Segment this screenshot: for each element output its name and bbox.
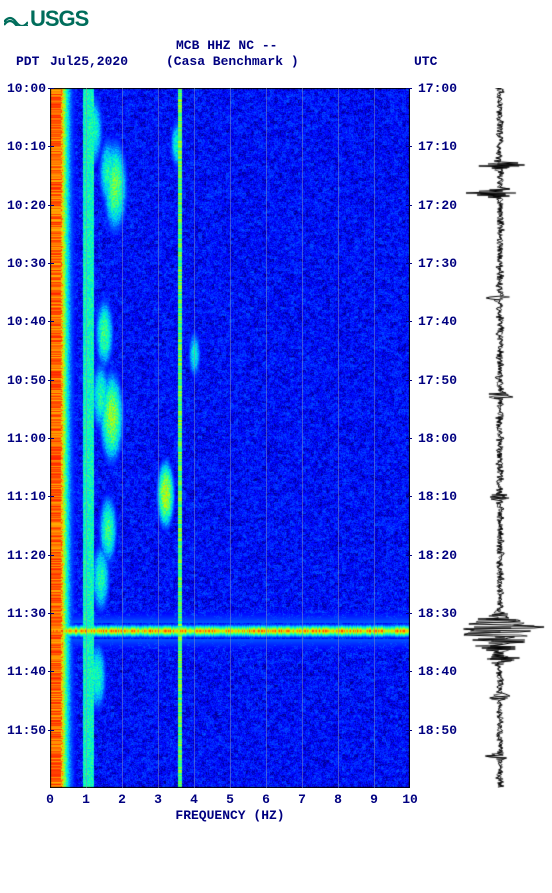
x-tick-label: 8 bbox=[334, 792, 342, 807]
x-tick-label: 2 bbox=[118, 792, 126, 807]
utc-tick-label: 17:50 bbox=[418, 373, 457, 388]
utc-tick-label: 18:10 bbox=[418, 489, 457, 504]
station-location: (Casa Benchmark ) bbox=[166, 54, 299, 69]
pdt-tick-label: 11:00 bbox=[2, 431, 46, 446]
utc-tick-label: 18:30 bbox=[418, 606, 457, 621]
pdt-tick-label: 10:10 bbox=[2, 139, 46, 154]
left-tz-label: PDT bbox=[16, 54, 39, 69]
utc-tick-label: 18:00 bbox=[418, 431, 457, 446]
x-tick-label: 7 bbox=[298, 792, 306, 807]
utc-tick-label: 17:20 bbox=[418, 198, 457, 213]
pdt-tick-label: 10:00 bbox=[2, 81, 46, 96]
utc-tick-label: 17:10 bbox=[418, 139, 457, 154]
spectrogram-canvas bbox=[50, 88, 410, 788]
x-tick-label: 9 bbox=[370, 792, 378, 807]
spectrogram-plot bbox=[50, 88, 410, 788]
utc-tick-label: 18:20 bbox=[418, 548, 457, 563]
utc-tick-label: 17:00 bbox=[418, 81, 457, 96]
pdt-tick-label: 10:30 bbox=[2, 256, 46, 271]
date-label: Jul25,2020 bbox=[50, 54, 128, 69]
usgs-logo-text: USGS bbox=[30, 6, 88, 32]
x-tick-label: 0 bbox=[46, 792, 54, 807]
seismogram-canvas bbox=[455, 88, 545, 788]
pdt-tick-label: 10:50 bbox=[2, 373, 46, 388]
utc-tick-label: 18:40 bbox=[418, 664, 457, 679]
time-axis-utc: 17:0017:1017:2017:3017:4017:5018:0018:10… bbox=[412, 88, 458, 788]
x-tick-label: 1 bbox=[82, 792, 90, 807]
time-axis-pdt: 10:0010:1010:2010:3010:4010:5011:0011:10… bbox=[4, 88, 48, 788]
pdt-tick-label: 11:10 bbox=[2, 489, 46, 504]
pdt-tick-label: 10:40 bbox=[2, 314, 46, 329]
x-tick-label: 3 bbox=[154, 792, 162, 807]
seismogram-trace bbox=[455, 88, 545, 788]
x-tick-label: 4 bbox=[190, 792, 198, 807]
utc-tick-label: 18:50 bbox=[418, 723, 457, 738]
x-tick-label: 10 bbox=[402, 792, 418, 807]
usgs-wave-icon bbox=[4, 12, 28, 26]
pdt-tick-label: 11:50 bbox=[2, 723, 46, 738]
x-tick-label: 5 bbox=[226, 792, 234, 807]
pdt-tick-label: 11:30 bbox=[2, 606, 46, 621]
pdt-tick-label: 10:20 bbox=[2, 198, 46, 213]
frequency-axis-title: FREQUENCY (HZ) bbox=[50, 808, 410, 823]
x-tick-label: 6 bbox=[262, 792, 270, 807]
usgs-logo: USGS bbox=[4, 6, 88, 32]
pdt-tick-label: 11:20 bbox=[2, 548, 46, 563]
station-code: MCB HHZ NC -- bbox=[176, 38, 277, 53]
utc-tick-label: 17:30 bbox=[418, 256, 457, 271]
utc-tick-label: 17:40 bbox=[418, 314, 457, 329]
pdt-tick-label: 11:40 bbox=[2, 664, 46, 679]
right-tz-label: UTC bbox=[414, 54, 437, 69]
